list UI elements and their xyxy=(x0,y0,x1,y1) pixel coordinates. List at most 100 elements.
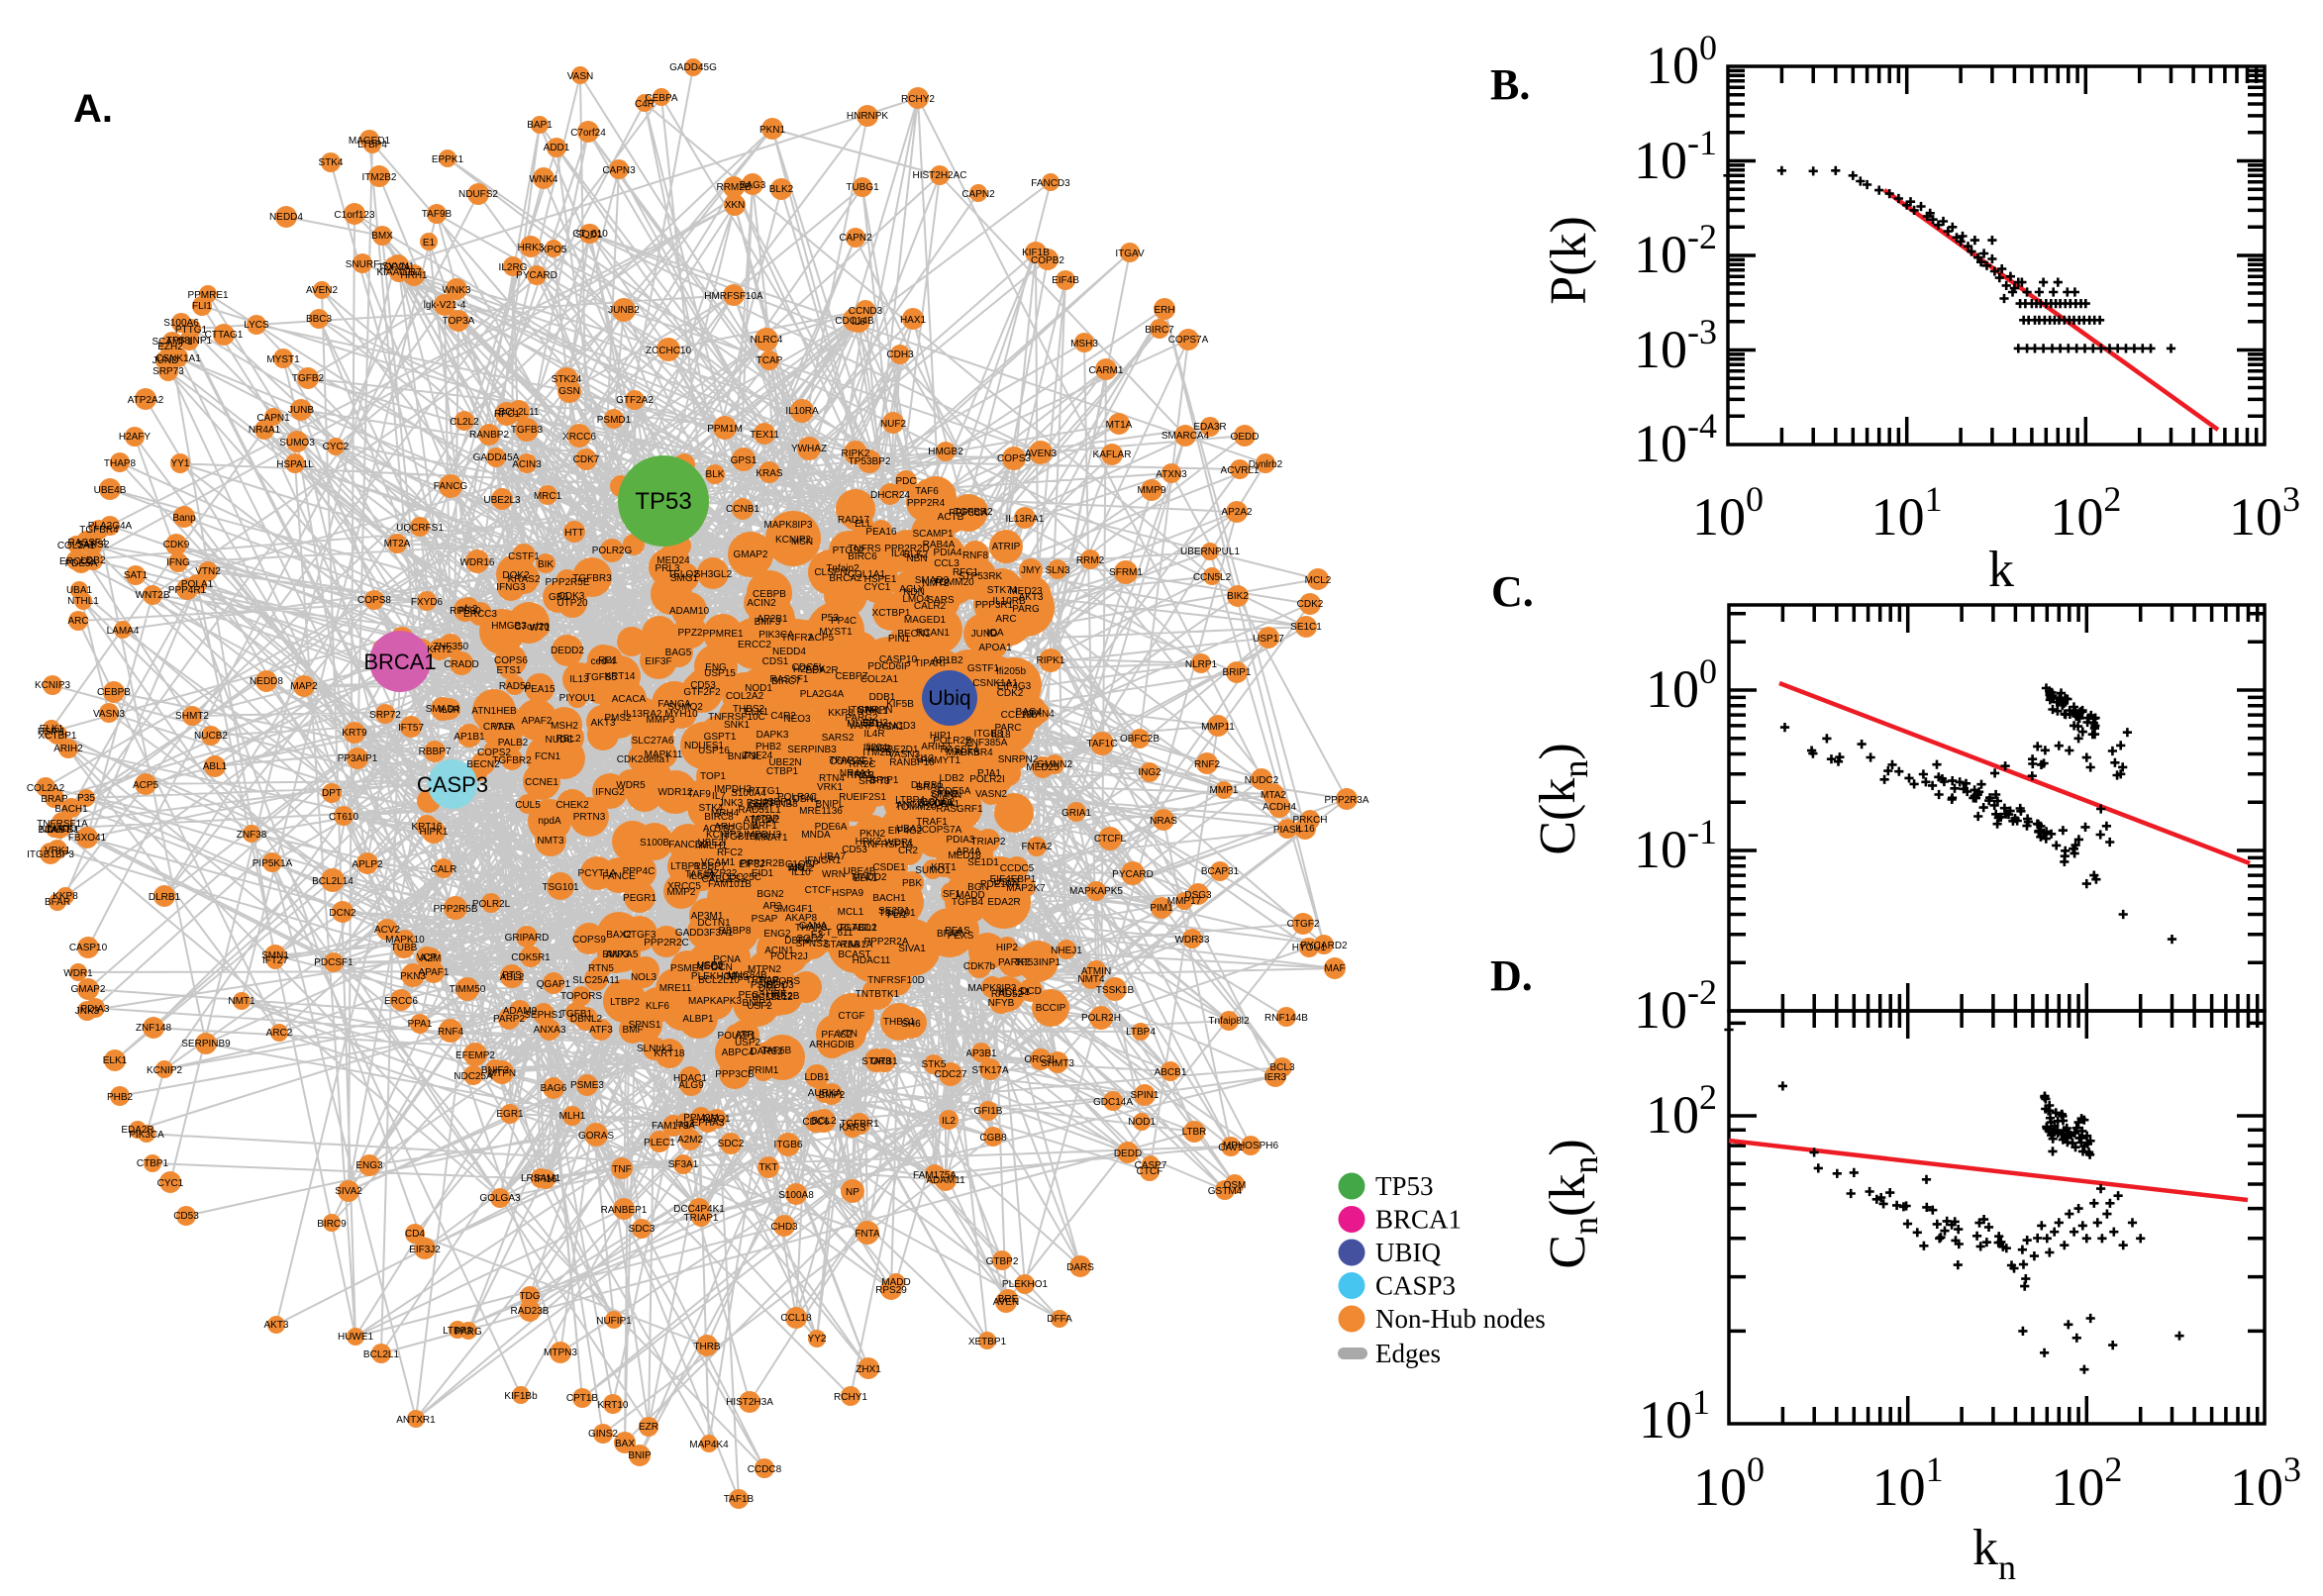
svg-text:ACP5: ACP5 xyxy=(133,780,159,791)
svg-text:EZH2: EZH2 xyxy=(157,342,183,352)
svg-text:DCN2: DCN2 xyxy=(329,908,356,919)
svg-text:ARC: ARC xyxy=(995,614,1016,625)
svg-text:PPMRE1: PPMRE1 xyxy=(187,290,229,301)
svg-text:CTTAG1: CTTAG1 xyxy=(205,330,244,341)
svg-text:JMY: JMY xyxy=(1021,565,1041,576)
svg-text:IL13: IL13 xyxy=(569,674,589,685)
svg-text:ITGB8: ITGB8 xyxy=(974,729,1003,740)
svg-text:ELL: ELL xyxy=(855,519,872,530)
svg-text:MED23: MED23 xyxy=(1009,586,1043,597)
svg-text:HAX1: HAX1 xyxy=(900,315,927,326)
svg-text:BCL2L11: BCL2L11 xyxy=(499,407,540,418)
svg-text:PFAS2: PFAS2 xyxy=(821,1030,853,1041)
svg-text:RBBP8: RBBP8 xyxy=(719,926,752,937)
svg-text:pfs2: pfs2 xyxy=(459,604,478,615)
svg-text:PDIA3: PDIA3 xyxy=(81,1004,110,1015)
svg-text:TOMM20: TOMM20 xyxy=(895,802,937,813)
svg-text:CL2L2: CL2L2 xyxy=(450,417,479,428)
svg-text:PLEKHO1: PLEKHO1 xyxy=(1002,1279,1049,1290)
svg-text:WNK4: WNK4 xyxy=(530,174,558,185)
svg-text:BIRC7: BIRC7 xyxy=(771,676,801,687)
svg-text:DCN: DCN xyxy=(711,962,733,973)
svg-text:PLEKHO2: PLEKHO2 xyxy=(691,971,738,982)
svg-text:PEA16: PEA16 xyxy=(865,527,897,538)
svg-text:ELK1: ELK1 xyxy=(745,707,769,718)
svg-text:CEBPZ: CEBPZ xyxy=(835,671,867,682)
svg-text:CTBP1: CTBP1 xyxy=(766,766,799,777)
svg-text:IER3: IER3 xyxy=(1264,1072,1287,1083)
svg-text:KRT9: KRT9 xyxy=(342,728,367,739)
svg-text:TDG: TDG xyxy=(519,1291,540,1302)
svg-text:CDS1: CDS1 xyxy=(762,656,789,667)
svg-text:COL1A1: COL1A1 xyxy=(848,569,886,580)
svg-text:KCNIP3: KCNIP3 xyxy=(706,830,743,841)
svg-text:UNC84B: UNC84B xyxy=(728,970,767,981)
svg-text:DLRB1: DLRB1 xyxy=(911,780,944,791)
svg-text:C4R: C4R xyxy=(635,99,655,110)
svg-text:TRAF1: TRAF1 xyxy=(916,817,948,828)
svg-text:DCTN1: DCTN1 xyxy=(697,918,731,929)
svg-text:SPNS2: SPNS2 xyxy=(796,939,829,949)
svg-text:PRL3: PRL3 xyxy=(655,563,679,574)
svg-text:TP53: TP53 xyxy=(1375,1171,1434,1201)
svg-text:ZCCHC10: ZCCHC10 xyxy=(646,346,692,356)
svg-text:SIVA2: SIVA2 xyxy=(335,1186,362,1197)
svg-text:STK74: STK74 xyxy=(987,585,1018,596)
svg-text:IL4R: IL4R xyxy=(863,729,884,740)
svg-text:ARHGDIB: ARHGDIB xyxy=(809,1040,855,1050)
svg-text:SPIN1: SPIN1 xyxy=(1131,1090,1160,1101)
svg-text:SOD2: SOD2 xyxy=(796,934,824,945)
svg-text:NMT1: NMT1 xyxy=(228,996,255,1007)
svg-text:TOP2A: TOP2A xyxy=(378,262,411,273)
svg-text:JNK3: JNK3 xyxy=(719,798,744,809)
svg-text:TRIAP1: TRIAP1 xyxy=(683,1213,718,1224)
svg-text:HUWE1: HUWE1 xyxy=(338,1332,374,1343)
svg-text:GB6: GB6 xyxy=(549,592,568,603)
svg-text:H2AFY: H2AFY xyxy=(793,664,826,675)
svg-text:RBBP7: RBBP7 xyxy=(419,747,452,757)
svg-text:JUNB: JUNB xyxy=(288,405,314,416)
svg-text:EIF4EBP1: EIF4EBP1 xyxy=(990,874,1037,885)
svg-text:MAPK10: MAPK10 xyxy=(385,935,425,946)
svg-text:SUMO3: SUMO3 xyxy=(279,438,315,449)
svg-text:KIF1Bb: KIF1Bb xyxy=(504,1391,538,1402)
svg-text:CTGF3: CTGF3 xyxy=(624,930,656,941)
svg-text:RAD17: RAD17 xyxy=(838,515,870,526)
svg-text:XETBP1: XETBP1 xyxy=(968,1337,1007,1347)
svg-text:P53: P53 xyxy=(821,613,839,624)
svg-text:ENG3: ENG3 xyxy=(355,1160,383,1171)
svg-text:SERPINB8: SERPINB8 xyxy=(749,799,798,810)
svg-text:S100A4: S100A4 xyxy=(731,788,766,799)
svg-text:PHB2: PHB2 xyxy=(756,742,782,752)
svg-text:BRE: BRE xyxy=(998,1294,1019,1305)
svg-text:LTBP3: LTBP3 xyxy=(443,1326,472,1337)
svg-text:BAG6: BAG6 xyxy=(541,1083,567,1094)
svg-text:TGFBR1: TGFBR1 xyxy=(840,1119,879,1130)
svg-text:RTN5: RTN5 xyxy=(588,963,614,974)
svg-text:SNURF: SNURF xyxy=(346,259,379,270)
svg-text:C7orf24: C7orf24 xyxy=(570,128,606,139)
svg-text:MMP11: MMP11 xyxy=(1201,722,1235,733)
svg-text:SPNS1: SPNS1 xyxy=(629,1020,661,1031)
svg-text:PEXS: PEXS xyxy=(948,931,974,942)
svg-text:IL16: IL16 xyxy=(1295,824,1315,835)
svg-text:IFNG: IFNG xyxy=(166,557,190,568)
svg-text:TNFRSF1A: TNFRSF1A xyxy=(37,819,88,830)
svg-text:UBA1: UBA1 xyxy=(66,585,93,596)
svg-text:NBN: NBN xyxy=(906,553,927,564)
svg-text:APOA1: APOA1 xyxy=(978,643,1012,653)
svg-text:MNAT1: MNAT1 xyxy=(755,833,788,844)
svg-text:CDC27: CDC27 xyxy=(935,1069,967,1080)
svg-text:BAX2: BAX2 xyxy=(606,930,632,941)
svg-text:PLA2G4A: PLA2G4A xyxy=(800,689,845,700)
svg-text:PARP2: PARP2 xyxy=(493,1014,525,1025)
svg-text:SF1: SF1 xyxy=(943,889,961,900)
svg-text:BAG4: BAG4 xyxy=(1016,707,1043,718)
svg-text:MAP2: MAP2 xyxy=(290,681,318,692)
svg-text:ARC: ARC xyxy=(67,616,88,627)
svg-text:STP53RK: STP53RK xyxy=(959,571,1003,582)
svg-text:ACIN3: ACIN3 xyxy=(512,459,542,470)
svg-text:HMGB2: HMGB2 xyxy=(928,447,963,457)
svg-text:NEO2: NEO2 xyxy=(696,961,724,972)
svg-text:CR2: CR2 xyxy=(898,846,918,856)
